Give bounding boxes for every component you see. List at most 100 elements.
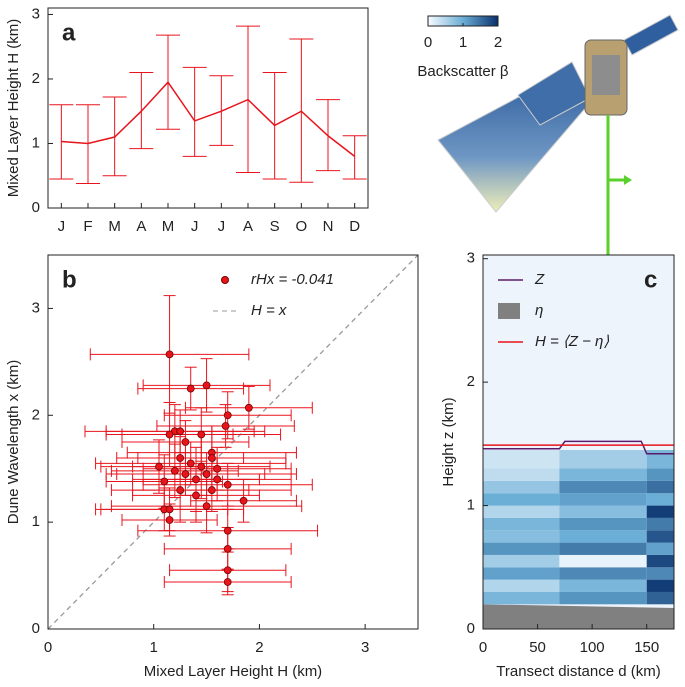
- point: [155, 462, 163, 471]
- heat-cell: [646, 542, 674, 555]
- heat-cell: [559, 468, 647, 481]
- x-tick-label: 3: [361, 639, 369, 656]
- point: [202, 381, 211, 390]
- point: [202, 502, 211, 511]
- heat-cell: [646, 517, 674, 531]
- heat-cell: [483, 517, 560, 531]
- x-tick-label: M: [108, 218, 121, 235]
- heat-cell: [483, 579, 560, 592]
- x-tick-label: O: [295, 218, 307, 235]
- y-tick-label: 2: [32, 70, 40, 87]
- point: [170, 466, 179, 475]
- point: [165, 430, 174, 439]
- heat-cell: [483, 493, 560, 506]
- y-tick-label: 1: [32, 513, 40, 530]
- point: [223, 566, 232, 575]
- x-tick-label: S: [270, 218, 280, 235]
- heat-cell: [559, 579, 647, 592]
- heat-cell: [483, 505, 560, 518]
- heat-cell: [483, 450, 560, 469]
- point: [239, 496, 248, 505]
- point: [176, 454, 185, 462]
- point: [223, 544, 232, 553]
- legend-label: H = x: [251, 302, 287, 319]
- heat-cell: [559, 542, 647, 555]
- x-tick-label: A: [243, 218, 253, 235]
- heat-cell: [483, 468, 560, 481]
- eta-area: [483, 604, 674, 629]
- point: [176, 486, 185, 494]
- heat-cell: [483, 530, 560, 543]
- heat-cell: [646, 468, 674, 481]
- heat-cell: [559, 493, 647, 506]
- legend-label: H = ⟨Z − η⟩: [535, 333, 609, 350]
- legend-label: Z: [534, 271, 545, 288]
- point: [192, 491, 200, 500]
- plot-frame: [47, 7, 369, 209]
- line: [61, 80, 356, 157]
- point: [186, 384, 195, 393]
- y-tick-label: 3: [32, 299, 40, 316]
- point: [202, 470, 211, 478]
- x-tick-label: M: [162, 218, 175, 235]
- heat-cell: [483, 591, 560, 605]
- x-tick-label: 50: [529, 639, 546, 656]
- point: [181, 438, 190, 446]
- heat-cell: [646, 450, 674, 469]
- point: [176, 427, 185, 436]
- legend-marker: [221, 276, 229, 284]
- heat-cell: [646, 530, 674, 543]
- heat-cell: [559, 567, 647, 580]
- heat-cell: [646, 554, 674, 568]
- heat-cell: [646, 579, 674, 592]
- x-tick-label: 2: [255, 639, 263, 656]
- plot-frame: [482, 254, 675, 630]
- point: [207, 486, 216, 494]
- y-tick-label: 2: [467, 373, 475, 390]
- heat-cell: [559, 505, 647, 518]
- x-axis-title: Mixed Layer Height H (km): [144, 663, 322, 680]
- y-tick-label: 0: [32, 620, 40, 637]
- heat-cell: [559, 530, 647, 543]
- x-tick-label: 0: [479, 639, 487, 656]
- heat-cell: [646, 567, 674, 580]
- x-tick-label: J: [218, 218, 226, 235]
- point: [223, 411, 232, 420]
- plot-frame: [47, 254, 419, 630]
- x-tick-label: A: [136, 218, 146, 235]
- heat-cell: [559, 517, 647, 531]
- x-tick-label: 100: [580, 639, 605, 656]
- x-tick-label: 150: [634, 639, 659, 656]
- heat-cell: [483, 480, 560, 494]
- panel-label: b: [62, 266, 77, 293]
- x-tick-label: F: [83, 218, 92, 235]
- point: [223, 480, 232, 489]
- y-axis-title: Mixed Layer Height H (km): [5, 19, 22, 197]
- point: [223, 578, 232, 586]
- x-tick-label: 0: [44, 639, 52, 656]
- heat-cell: [483, 554, 560, 568]
- heat-cell: [559, 480, 647, 494]
- point: [244, 403, 253, 412]
- y-tick-label: 1: [32, 134, 40, 151]
- point: [197, 430, 206, 439]
- x-tick-label: 1: [150, 639, 158, 656]
- legend-marker: [498, 303, 520, 319]
- y-axis-title: Height z (km): [440, 397, 457, 486]
- heat-cell: [646, 480, 674, 494]
- heat-cell: [646, 505, 674, 518]
- point: [197, 462, 206, 471]
- point: [165, 350, 174, 359]
- heat-cell: [559, 591, 647, 605]
- heat-cell: [483, 567, 560, 580]
- line: [483, 440, 674, 455]
- point: [165, 505, 174, 514]
- point: [223, 526, 232, 535]
- colorbar-title: Backscatter β: [417, 63, 509, 80]
- y-tick-label: 1: [467, 497, 475, 514]
- heat-cell: [559, 450, 647, 469]
- point: [221, 422, 230, 430]
- point: [181, 470, 190, 478]
- heat-cell: [646, 493, 674, 506]
